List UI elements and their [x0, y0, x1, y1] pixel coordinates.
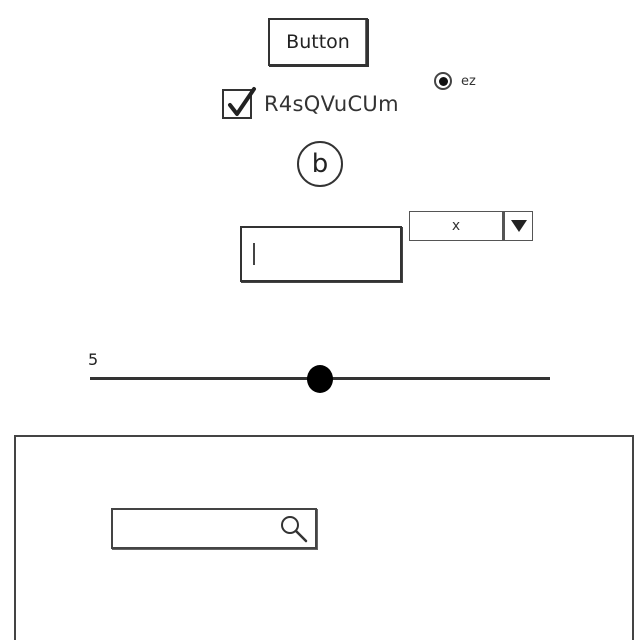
checkbox-label: R4sQVuCUm — [264, 92, 399, 116]
radio-row[interactable]: ez — [434, 70, 476, 92]
dropdown-toggle[interactable] — [503, 211, 533, 241]
primary-button[interactable]: Button — [268, 18, 368, 66]
slider-thumb[interactable] — [307, 365, 333, 393]
checkbox[interactable] — [222, 87, 256, 119]
dropdown-selected-value[interactable]: x — [409, 211, 503, 241]
search-box[interactable] — [111, 508, 317, 549]
check-icon — [228, 87, 256, 116]
dropdown[interactable]: x — [409, 211, 533, 241]
triangle-down-icon — [510, 220, 527, 232]
checkbox-row[interactable]: R4sQVuCUm — [222, 86, 399, 122]
magnifier-icon[interactable] — [279, 514, 309, 544]
radio-label: ez — [461, 73, 476, 89]
content-panel — [14, 435, 634, 640]
radio-button[interactable] — [434, 72, 452, 90]
slider-value-label: 5 — [88, 350, 99, 369]
text-input[interactable] — [240, 226, 402, 282]
slider[interactable] — [90, 364, 550, 394]
circle-b-icon[interactable]: b — [297, 141, 343, 187]
radio-dot — [438, 76, 448, 86]
search-input[interactable] — [113, 510, 277, 547]
